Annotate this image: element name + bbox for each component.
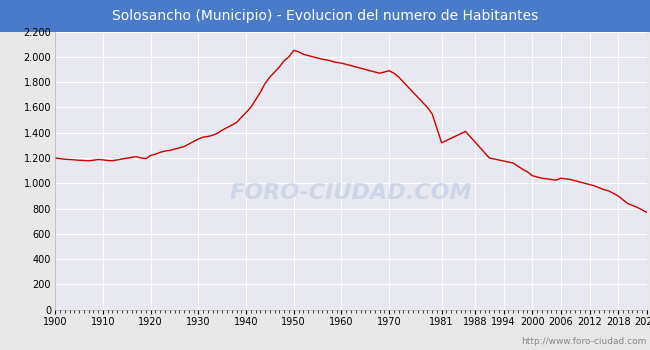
Text: http://www.foro-ciudad.com: http://www.foro-ciudad.com [521, 337, 647, 346]
Text: Solosancho (Municipio) - Evolucion del numero de Habitantes: Solosancho (Municipio) - Evolucion del n… [112, 9, 538, 23]
Text: FORO-CIUDAD.COM: FORO-CIUDAD.COM [229, 183, 473, 203]
